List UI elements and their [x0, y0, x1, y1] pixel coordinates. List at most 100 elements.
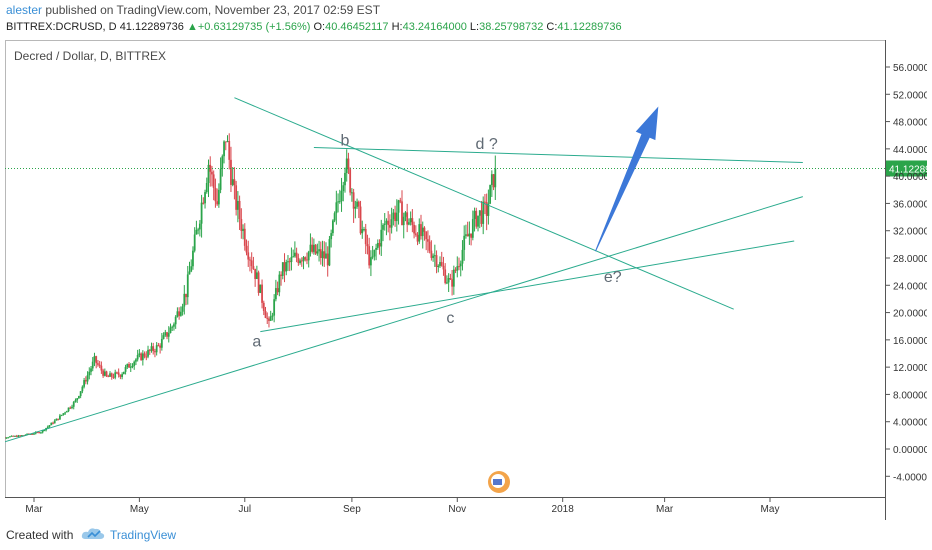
y-tick-label: -4.00000000 — [893, 472, 927, 483]
candle-body — [223, 141, 225, 157]
header: alester published on TradingView.com, No… — [0, 0, 932, 40]
candle-body — [321, 251, 324, 258]
up-triangle-icon: ▲ — [186, 21, 198, 33]
high-label: H: — [391, 21, 403, 33]
candle-body — [52, 422, 54, 424]
candle-body — [418, 224, 421, 242]
candle-body — [278, 274, 281, 293]
candle-body — [262, 302, 265, 311]
candle-body — [148, 349, 151, 351]
created-with-label: Created with — [6, 528, 74, 542]
candle-body — [359, 206, 362, 234]
candle-body — [428, 241, 431, 251]
close-value: 41.12289736 — [557, 21, 622, 33]
candle-body — [190, 266, 193, 272]
x-tick-label: Mar — [656, 504, 674, 515]
candle-body — [316, 251, 319, 254]
candle-body — [164, 332, 167, 336]
candle-body — [122, 371, 125, 375]
trendline — [260, 240, 795, 333]
candle-body — [46, 426, 49, 428]
y-tick-label: 40.00000000 — [893, 172, 927, 183]
candle-body — [67, 407, 70, 412]
candle-body — [425, 231, 428, 240]
candle-body — [478, 210, 481, 216]
chart-svg[interactable]: Decred / Dollar, D, BITTREX 41.12289736 … — [5, 40, 927, 520]
candle-body — [309, 244, 312, 252]
trendline — [234, 97, 734, 310]
last-price: 41.12289736 — [119, 21, 184, 33]
candle-body — [71, 406, 73, 408]
candle-body — [307, 251, 310, 261]
candles-group: 41.12289736 — [5, 133, 927, 439]
candle-body — [147, 349, 149, 357]
candle-body — [50, 422, 53, 426]
candle-body — [230, 159, 232, 185]
candle-body — [114, 372, 117, 378]
event-icon[interactable] — [488, 471, 510, 493]
candle-body — [338, 201, 341, 203]
candle-body — [290, 256, 293, 263]
x-tick-label: May — [130, 504, 149, 515]
candle-body — [333, 213, 336, 221]
candle-body — [326, 253, 329, 266]
candle-body — [197, 229, 200, 231]
candle-body — [81, 386, 84, 392]
candle-body — [335, 202, 338, 214]
candle-body — [368, 246, 371, 266]
candle-body — [314, 244, 317, 254]
y-tick-label: 16.00000000 — [893, 336, 927, 347]
candle-body — [150, 346, 153, 351]
candle-body — [174, 316, 177, 325]
x-tick-label: Sep — [343, 504, 361, 515]
chart-area[interactable]: Decred / Dollar, D, BITTREX 41.12289736 … — [5, 40, 927, 520]
y-tick-label: 48.00000000 — [893, 118, 927, 129]
publish-info: alester published on TradingView.com, No… — [6, 3, 380, 17]
candle-body — [382, 224, 384, 230]
candle-body — [283, 262, 286, 272]
annotations-group: a b c d ? e? — [252, 106, 659, 351]
candle-body — [373, 249, 376, 257]
candle-body — [392, 212, 395, 220]
candle-body — [363, 228, 365, 230]
candle-body — [10, 435, 13, 437]
y-tick-label: 36.00000000 — [893, 199, 927, 210]
y-tick-label: 12.00000000 — [893, 363, 927, 374]
candle-body — [186, 274, 189, 298]
footer: Created with TradingView — [0, 520, 932, 550]
author-link[interactable]: alester — [6, 3, 43, 17]
candle-body — [375, 247, 377, 250]
candle-body — [224, 141, 227, 143]
tradingview-brand-link[interactable]: TradingView — [110, 528, 177, 542]
candle-body — [385, 220, 388, 224]
candle-body — [416, 234, 419, 242]
candle-body — [181, 306, 184, 312]
candle-body — [274, 288, 277, 300]
candle-body — [152, 346, 155, 352]
candle-body — [300, 260, 303, 262]
candle-body — [205, 183, 208, 193]
candle-body — [492, 174, 495, 188]
candle-body — [112, 376, 115, 378]
candle-body — [93, 356, 96, 362]
candle-body — [323, 251, 326, 259]
candle-body — [261, 284, 263, 303]
candle-body — [370, 257, 372, 266]
candle-body — [7, 437, 9, 439]
candle-body — [280, 274, 282, 276]
candle-body — [245, 245, 248, 253]
y-axis: 56.00000000 52.00000000 48.00000000 44.0000… — [885, 63, 927, 483]
low-value: 38.25798732 — [479, 21, 544, 33]
candle-body — [26, 433, 28, 435]
y-tick-label: 4.00000000 — [893, 418, 927, 429]
candle-body — [264, 310, 267, 318]
candle-body — [463, 235, 466, 250]
candle-body — [126, 363, 129, 367]
candle-body — [490, 174, 493, 186]
change-value: +0.63129735 (+1.56%) — [197, 21, 311, 33]
candle-body — [231, 179, 234, 185]
tradingview-cloud-icon[interactable] — [80, 526, 106, 542]
candle-body — [297, 257, 300, 263]
y-tick-label: 56.00000000 — [893, 63, 927, 74]
candle-body — [466, 234, 469, 237]
